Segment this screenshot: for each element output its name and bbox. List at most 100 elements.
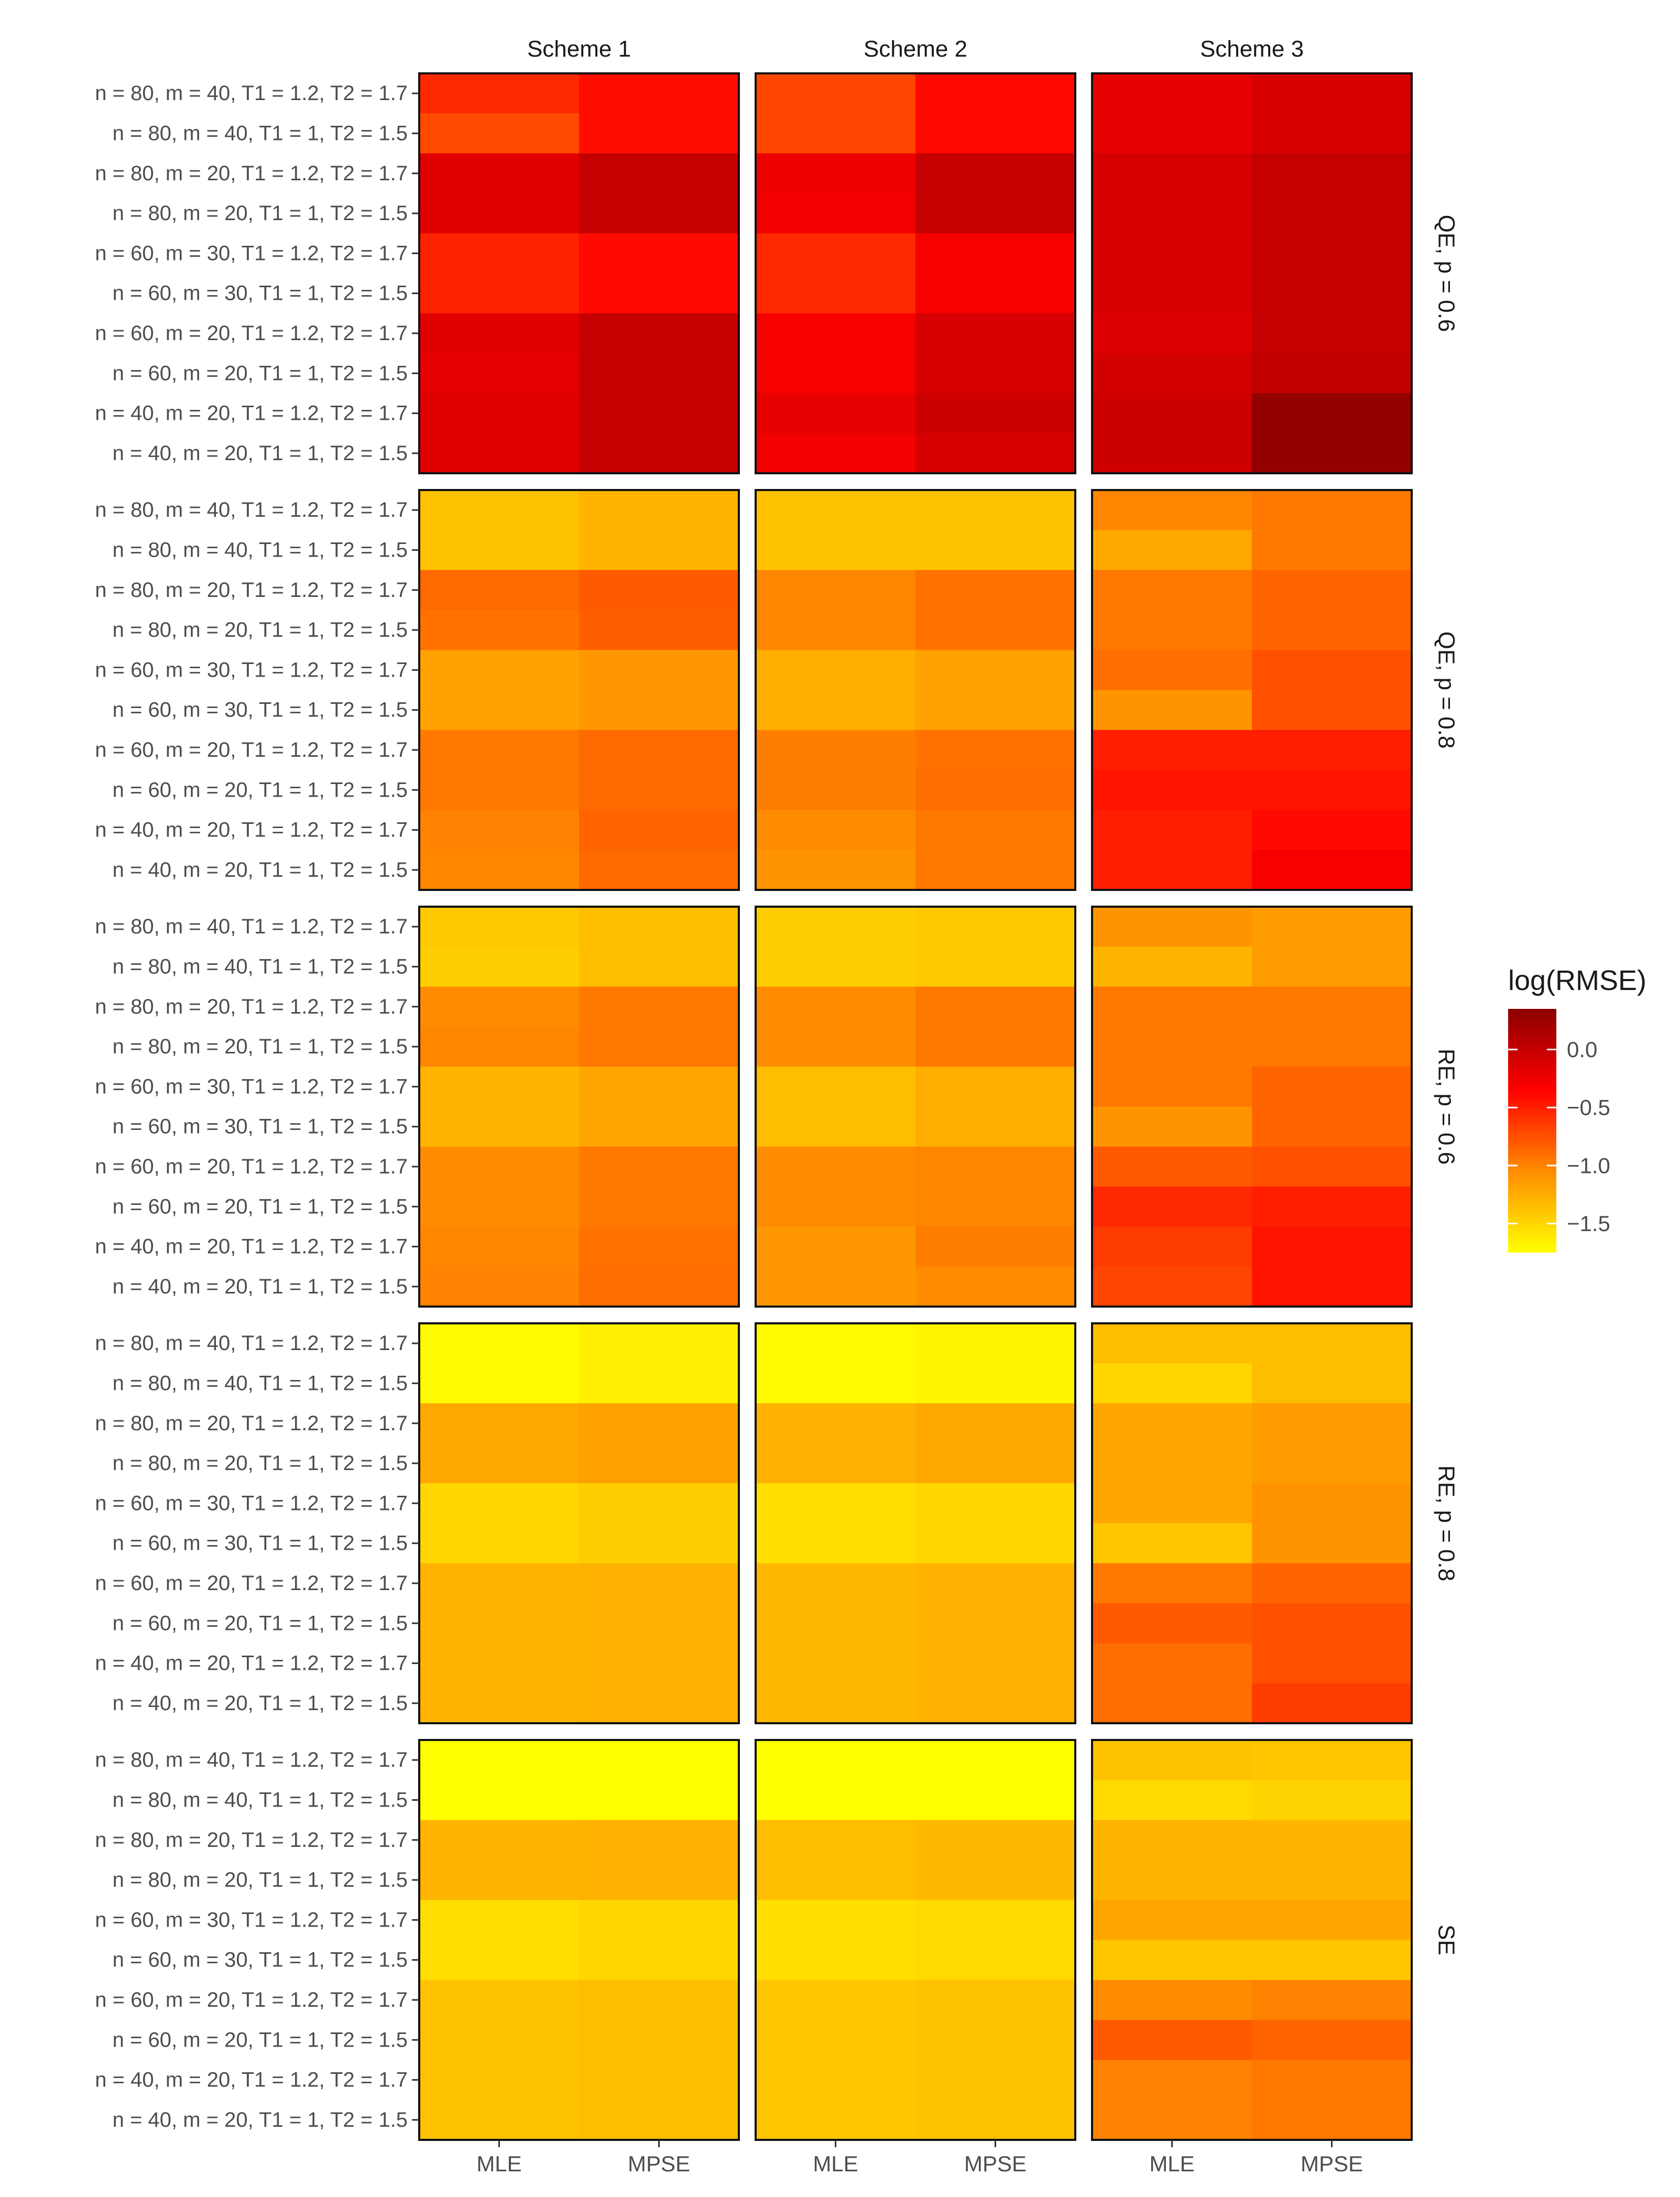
heatmap-cell [579,730,739,770]
heatmap-cell [915,1820,1076,1861]
y-tick-label: n = 60, m = 30, T1 = 1.2, T2 = 1.7 [95,1908,408,1931]
heatmap-cell [1092,1146,1252,1187]
heatmap-cell [756,1026,916,1067]
heatmap-cell [419,1226,580,1267]
heatmap-cell [419,1483,580,1524]
column-facet-label: Scheme 1 [527,36,631,62]
heatmap-cell [1252,433,1412,474]
heatmap-cell [579,570,739,611]
heatmap-cell [915,2020,1076,2060]
heatmap-cell [915,233,1076,274]
heatmap-cell [915,1740,1076,1780]
heatmap-cell [579,1483,739,1524]
heatmap-cell [756,1900,916,1941]
heatmap-cell [579,1026,739,1067]
heatmap-cell [915,1106,1076,1147]
heatmap-cell [915,1643,1076,1684]
heatmap-cell [915,947,1076,987]
heatmap-cell [756,1980,916,2020]
heatmap-cell [1252,1780,1412,1821]
heatmap-cell [915,1146,1076,1187]
y-tick-label: n = 40, m = 20, T1 = 1.2, T2 = 1.7 [95,2069,408,2092]
y-tick-label: n = 60, m = 20, T1 = 1.2, T2 = 1.7 [95,738,408,762]
heatmap-cell [419,650,580,691]
heatmap-cell [756,1780,916,1821]
heatmap-cell [915,1683,1076,1724]
heatmap-cell [915,907,1076,947]
heatmap-cell [915,1563,1076,1604]
heatmap-cell [1092,1106,1252,1147]
heatmap-cell [1092,1859,1252,1900]
y-tick-label: n = 60, m = 30, T1 = 1.2, T2 = 1.7 [95,1492,408,1515]
panel-border [418,906,740,1308]
y-tick-label: n = 80, m = 40, T1 = 1.2, T2 = 1.7 [95,1748,408,1771]
y-tick-label: n = 80, m = 40, T1 = 1.2, T2 = 1.7 [95,1332,408,1355]
heatmap-cell [1092,1363,1252,1404]
heatmap-cell [579,810,739,851]
heatmap-cell [915,810,1076,851]
heatmap-cell [1252,1323,1412,1364]
y-tick-label: n = 60, m = 30, T1 = 1, T2 = 1.5 [113,699,408,722]
heatmap-cell [1092,2020,1252,2060]
heatmap-cell [915,1603,1076,1644]
panel-border [418,1739,740,2141]
heatmap-cell [756,907,916,947]
heatmap-cell [579,1780,739,1821]
heatmap-cell [756,193,916,234]
heatmap-cell [1092,1443,1252,1484]
heatmap-cell [1252,1226,1412,1267]
heatmap-cell [915,73,1076,114]
y-tick-label: n = 60, m = 20, T1 = 1, T2 = 1.5 [113,362,408,385]
heatmap-cell [756,2100,916,2140]
row-facet-label: SE [1434,1924,1459,1955]
heatmap-cell [756,490,916,530]
y-tick-label: n = 80, m = 20, T1 = 1, T2 = 1.5 [113,1452,408,1475]
heatmap-cell [1092,610,1252,650]
column-facet-label: Scheme 3 [1200,36,1304,62]
heatmap-cell [579,1403,739,1444]
heatmap-cell [915,1403,1076,1444]
heatmap-cell [419,610,580,650]
heatmap-cell [419,233,580,274]
heatmap-cell [1252,1187,1412,1227]
heatmap-cell [419,810,580,851]
y-tick-label: n = 80, m = 20, T1 = 1.2, T2 = 1.7 [95,1829,408,1852]
heatmap-cell [579,1563,739,1604]
heatmap-cell [1252,1146,1412,1187]
heatmap-cell [579,153,739,194]
heatmap-cell [915,530,1076,571]
heatmap-cell [915,770,1076,810]
y-tick-label: n = 40, m = 20, T1 = 1, T2 = 1.5 [113,858,408,882]
heatmap-cell [1092,353,1252,394]
y-tick-label: n = 80, m = 40, T1 = 1, T2 = 1.5 [113,1788,408,1811]
heatmap-cell [419,1187,580,1227]
y-tick-label: n = 60, m = 30, T1 = 1.2, T2 = 1.7 [95,242,408,265]
heatmap-cell [915,650,1076,691]
heatmap-cell [1092,570,1252,611]
heatmap-cell [1252,770,1412,810]
heatmap-cell [756,353,916,394]
heatmap-cell [579,1443,739,1484]
heatmap-cell [915,1780,1076,1821]
heatmap-cell [1252,1106,1412,1147]
heatmap-cell [915,153,1076,194]
heatmap-cell [419,113,580,154]
heatmap-cell [419,313,580,354]
heatmap-cell [1092,2100,1252,2140]
y-tick-label: n = 60, m = 30, T1 = 1, T2 = 1.5 [113,282,408,305]
heatmap-cell [915,610,1076,650]
heatmap-cell [756,690,916,731]
heatmap-cell [1252,113,1412,154]
heatmap-cell [419,2100,580,2140]
heatmap-cell [1092,1323,1252,1364]
y-tick-label: n = 80, m = 20, T1 = 1.2, T2 = 1.7 [95,579,408,602]
heatmap-cell [756,730,916,770]
heatmap-cell [1252,1740,1412,1780]
heatmap-cell [1092,1187,1252,1227]
heatmap-cell [1092,947,1252,987]
heatmap-cell [756,947,916,987]
heatmap-cell [579,353,739,394]
heatmap-cell [756,1643,916,1684]
heatmap-cell [1092,1523,1252,1564]
